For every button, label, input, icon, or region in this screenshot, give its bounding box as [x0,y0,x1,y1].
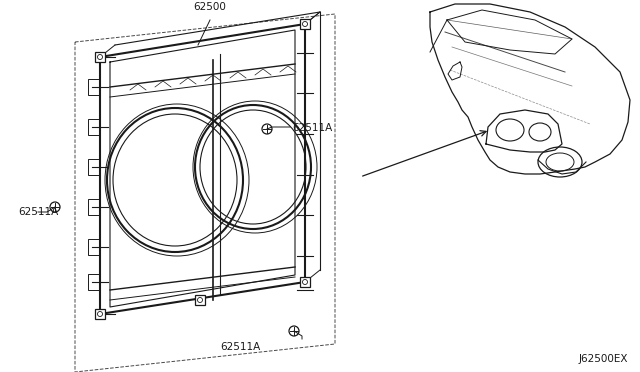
Bar [95,309,105,319]
Bar [88,274,100,290]
Bar [195,295,205,305]
Bar [88,119,100,135]
Text: J62500EX: J62500EX [579,354,628,364]
Bar [88,239,100,255]
Text: 62500: 62500 [193,2,227,12]
Text: 62511A: 62511A [18,207,58,217]
Bar [300,19,310,29]
Bar [88,79,100,95]
Bar [88,159,100,175]
Bar [88,199,100,215]
Bar [300,277,310,287]
Bar [95,52,105,62]
Text: 62511A: 62511A [292,123,332,133]
Text: 62511A: 62511A [220,342,260,352]
